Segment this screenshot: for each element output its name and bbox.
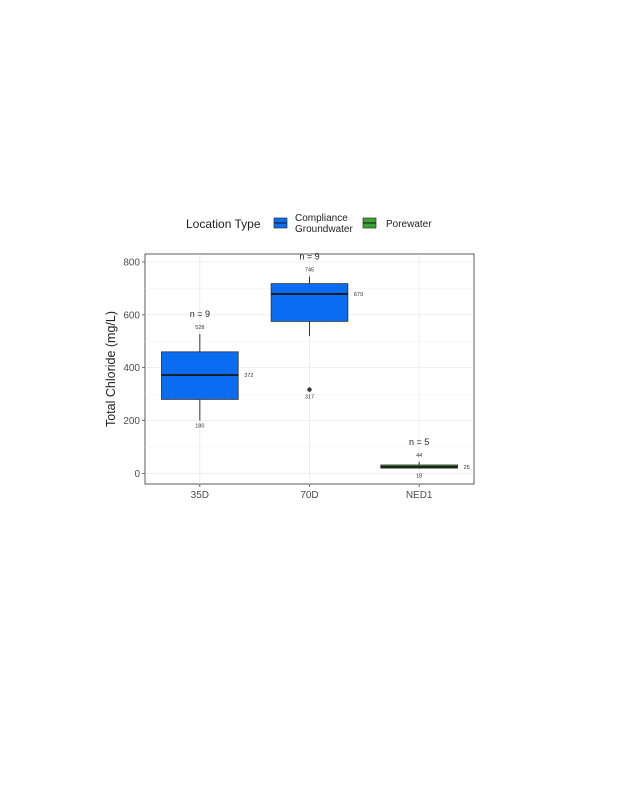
box-70d: n = 9 745 679 317 <box>270 251 363 401</box>
max-label: 44 <box>416 453 422 459</box>
box-35d: n = 9 528 372 180 <box>161 309 253 430</box>
x-axis: 35D 70D NED1 <box>191 484 433 501</box>
x-tick-label: 70D <box>300 490 318 501</box>
median-label: 25 <box>464 465 470 471</box>
legend-entry: Porewater <box>361 216 432 230</box>
median-label: 679 <box>354 292 363 298</box>
n-label: n = 5 <box>409 437 429 447</box>
box-iqr <box>270 283 349 322</box>
y-tick-label: 400 <box>123 363 140 374</box>
y-tick-label: 800 <box>123 257 140 268</box>
median-label: 372 <box>244 373 253 379</box>
n-label: n = 9 <box>190 309 210 319</box>
y-tick-label: 200 <box>123 416 140 427</box>
min-label: 317 <box>305 395 314 401</box>
y-axis-title: Total Chloride (mg/L) <box>104 311 118 427</box>
max-label: 745 <box>305 267 314 273</box>
min-label: 180 <box>195 424 204 430</box>
box-ned1: n = 5 44 25 18 <box>380 437 470 480</box>
outlier-point <box>307 387 312 392</box>
legend-label: Groundwater <box>295 224 353 235</box>
y-tick-label: 0 <box>134 469 140 480</box>
min-label: 18 <box>416 474 422 480</box>
n-label: n = 9 <box>299 251 319 261</box>
y-axis: 0 200 400 600 800 <box>123 257 145 480</box>
max-label: 528 <box>195 325 204 331</box>
legend-label: Compliance <box>295 213 348 224</box>
y-tick-label: 600 <box>123 310 140 321</box>
legend-label: Porewater <box>386 219 432 230</box>
legend-title: Location Type <box>186 217 261 231</box>
x-tick-label: 35D <box>191 490 209 501</box>
x-tick-label: NED1 <box>406 490 433 501</box>
boxes: n = 9 528 372 180 n = 9 745 679 317 n = 5 44 25 18 <box>161 251 470 480</box>
